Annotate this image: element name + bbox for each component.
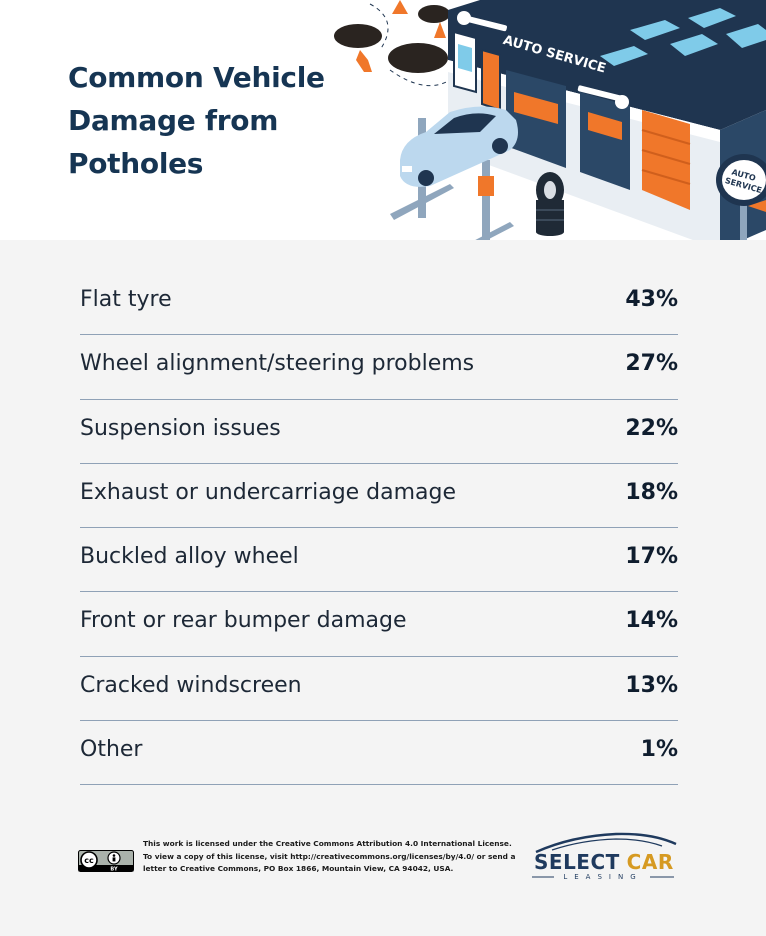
traffic-cone-icon bbox=[392, 0, 408, 14]
damage-table: Flat tyre 43% Wheel alignment/steering pro… bbox=[80, 271, 678, 786]
table-row: Cracked windscreen 13% bbox=[80, 657, 678, 722]
row-value: 22% bbox=[625, 415, 678, 441]
logo-word-car: CAR bbox=[626, 850, 674, 874]
row-label: Flat tyre bbox=[80, 287, 172, 312]
table-row: Flat tyre 43% bbox=[80, 271, 678, 336]
row-value: 18% bbox=[625, 479, 678, 505]
row-label: Wheel alignment/steering problems bbox=[80, 351, 475, 377]
chart-title: Common Vehicle Damage from Potholes bbox=[68, 61, 325, 180]
footer: cc BY This work is licensed under the Cr… bbox=[0, 820, 766, 910]
svg-text:BY: BY bbox=[110, 867, 118, 873]
logo-word-leasing: LEASING bbox=[563, 873, 643, 881]
table-row: Front or rear bumper damage 14% bbox=[80, 592, 678, 657]
row-label: Suspension issues bbox=[80, 415, 281, 441]
license-line-2: To view a copy of this license, visit ht… bbox=[143, 851, 516, 861]
license-line-3: letter to Creative Commons, PO Box 1866,… bbox=[143, 864, 454, 873]
table-row: Other 1% bbox=[80, 721, 678, 786]
pothole bbox=[418, 5, 450, 23]
tire-stack-icon bbox=[536, 172, 564, 236]
row-value: 27% bbox=[625, 351, 678, 377]
traffic-cone-icon bbox=[434, 22, 446, 38]
row-value: 1% bbox=[640, 737, 678, 763]
table-row: Suspension issues 22% bbox=[80, 400, 678, 464]
row-label: Other bbox=[80, 737, 143, 763]
row-label: Exhaust or undercarriage damage bbox=[80, 479, 457, 505]
row-label: Front or rear bumper damage bbox=[80, 608, 407, 634]
traffic-cone-icon bbox=[356, 50, 372, 72]
table-row: Buckled alloy wheel 17% bbox=[80, 528, 678, 593]
row-value: 13% bbox=[625, 672, 678, 698]
license-line-1: This work is licensed under the Creative… bbox=[143, 839, 512, 848]
content-panel bbox=[0, 240, 766, 936]
car-silhouette-icon bbox=[535, 832, 677, 854]
pothole bbox=[334, 24, 382, 48]
row-label: Cracked windscreen bbox=[80, 672, 302, 698]
logo-word-select: SELECT bbox=[534, 850, 620, 874]
license-text: This work is licensed under the Creative… bbox=[143, 838, 523, 876]
select-car-leasing-logo: SELECT CAR LEASING bbox=[532, 830, 682, 885]
table-row: Exhaust or undercarriage damage 18% bbox=[80, 464, 678, 529]
row-value: 17% bbox=[625, 544, 678, 570]
cc-by-license-badge: cc BY bbox=[78, 850, 134, 872]
car-icon bbox=[400, 106, 518, 187]
pothole bbox=[388, 43, 448, 73]
row-label: Buckled alloy wheel bbox=[80, 544, 299, 570]
auto-service-post-sign: AUTO SERVICE bbox=[716, 154, 766, 240]
table-row: Wheel alignment/steering problems 27% bbox=[80, 335, 678, 400]
row-value: 14% bbox=[625, 608, 678, 634]
wrench-icon bbox=[457, 11, 629, 109]
header: Common Vehicle Damage from Potholes bbox=[0, 0, 766, 240]
cc-icon: cc bbox=[84, 856, 94, 865]
row-value: 43% bbox=[625, 287, 678, 312]
auto-service-illustration: AUTO SERVICE bbox=[334, 0, 766, 240]
